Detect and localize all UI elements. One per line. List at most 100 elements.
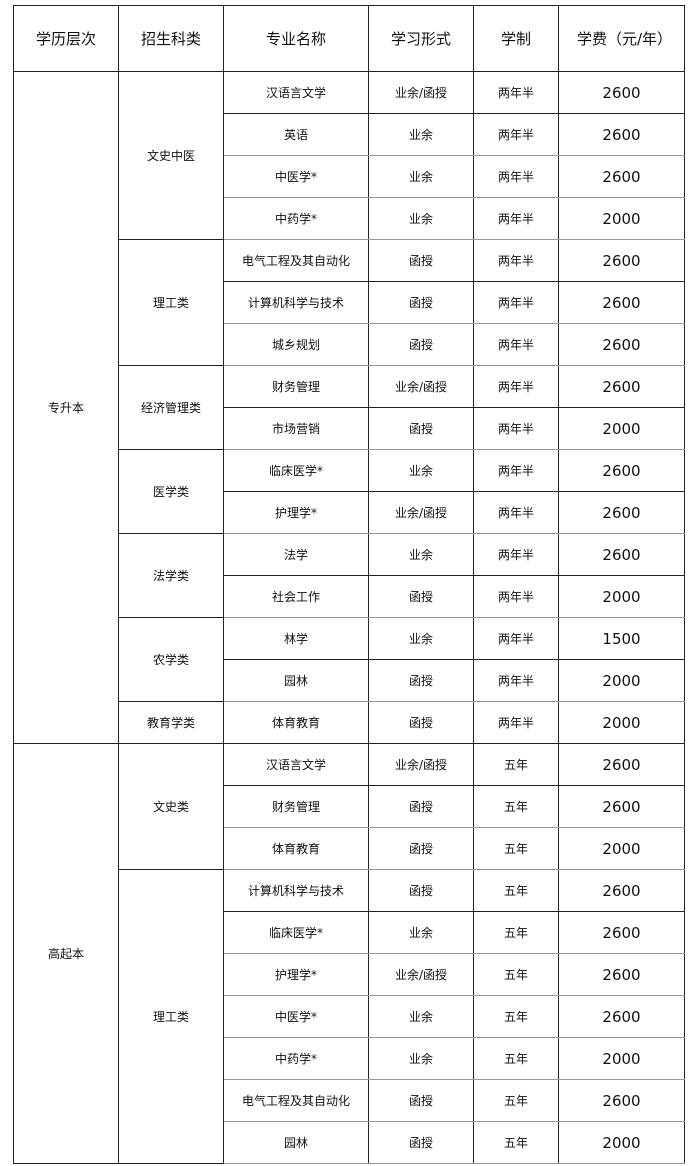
header-row: 学历层次 招生科类 专业名称 学习形式 学制 学费（元/年）	[13, 5, 685, 72]
major-cell: 中药学*	[223, 1037, 369, 1080]
major-cell: 护理学*	[223, 491, 369, 534]
duration-cell: 五年	[473, 827, 559, 870]
study-mode-cell: 函授	[368, 323, 474, 366]
study-mode-cell: 业余	[368, 533, 474, 576]
table-row: 理工类 计算机科学与技术 函授 五年 2600	[14, 869, 685, 1164]
tuition-table: 学历层次 招生科类 专业名称 学习形式 学制 学费（元/年） 专升本 文史中医 汉语…	[13, 5, 685, 1164]
duration-cell: 两年半	[473, 323, 559, 366]
study-mode-cell: 业余	[368, 449, 474, 492]
major-cell: 中药学*	[223, 197, 369, 240]
fee-cell: 2600	[558, 911, 685, 954]
duration-cell: 两年半	[473, 617, 559, 660]
major-cell: 财务管理	[223, 785, 369, 828]
fee-cell: 2600	[558, 785, 685, 828]
table-row: 中医学* 业余 两年半 2600	[14, 155, 685, 198]
category-cell: 文史中医	[118, 71, 224, 240]
fee-cell: 2000	[558, 827, 685, 870]
study-mode-cell: 业余/函授	[368, 71, 474, 114]
header-level: 学历层次	[13, 5, 119, 72]
fee-cell: 2600	[558, 491, 685, 534]
fee-cell: 2600	[558, 239, 685, 282]
header-major: 专业名称	[223, 5, 369, 72]
table-row: 法学类 法学 业余 两年半 2600	[14, 533, 685, 618]
study-mode-cell: 业余/函授	[368, 491, 474, 534]
table-row: 护理学* 业余/函授 五年 2600	[14, 953, 685, 996]
table-row: 电气工程及其自动化 函授 五年 2600	[14, 1079, 685, 1122]
study-mode-cell: 业余	[368, 1037, 474, 1080]
major-cell: 中医学*	[223, 155, 369, 198]
duration-cell: 两年半	[473, 701, 559, 744]
table-row: 中药学* 业余 两年半 2000	[14, 197, 685, 240]
major-cell: 社会工作	[223, 575, 369, 618]
header-mode: 学习形式	[368, 5, 474, 72]
category-cell: 理工类	[118, 869, 224, 1164]
fee-cell: 2600	[558, 155, 685, 198]
table-row: 临床医学* 业余 五年 2600	[14, 911, 685, 954]
major-cell: 护理学*	[223, 953, 369, 996]
duration-cell: 两年半	[473, 281, 559, 324]
fee-cell: 2600	[558, 953, 685, 996]
major-cell: 计算机科学与技术	[223, 869, 369, 912]
study-mode-cell: 函授	[368, 1079, 474, 1122]
category-cell: 理工类	[118, 239, 224, 366]
category-cell: 医学类	[118, 449, 224, 534]
study-mode-cell: 函授	[368, 281, 474, 324]
fee-cell: 2600	[558, 71, 685, 114]
category-cell: 教育学类	[118, 701, 224, 744]
fee-cell: 2000	[558, 197, 685, 240]
study-mode-cell: 函授	[368, 659, 474, 702]
duration-cell: 两年半	[473, 113, 559, 156]
table-row: 社会工作 函授 两年半 2000	[14, 575, 685, 618]
level-cell: 高起本	[13, 743, 119, 1164]
category-cell: 农学类	[118, 617, 224, 702]
study-mode-cell: 函授	[368, 701, 474, 744]
fee-cell: 2600	[558, 281, 685, 324]
study-mode-cell: 业余	[368, 617, 474, 660]
major-cell: 电气工程及其自动化	[223, 1079, 369, 1122]
fee-cell: 2600	[558, 449, 685, 492]
major-cell: 汉语言文学	[223, 71, 369, 114]
duration-cell: 五年	[473, 785, 559, 828]
table-row: 园林 函授 两年半 2000	[14, 659, 685, 702]
major-cell: 园林	[223, 659, 369, 702]
fee-cell: 2600	[558, 113, 685, 156]
header-fee: 学费（元/年）	[558, 5, 685, 72]
major-cell: 中医学*	[223, 995, 369, 1038]
header-category: 招生科类	[118, 5, 224, 72]
duration-cell: 两年半	[473, 659, 559, 702]
duration-cell: 五年	[473, 911, 559, 954]
table-row: 理工类 电气工程及其自动化 函授 两年半 2600	[14, 239, 685, 366]
major-cell: 城乡规划	[223, 323, 369, 366]
duration-cell: 五年	[473, 1037, 559, 1080]
fee-cell: 2600	[558, 743, 685, 786]
study-mode-cell: 函授	[368, 827, 474, 870]
major-cell: 财务管理	[223, 365, 369, 408]
fee-cell: 2600	[558, 365, 685, 408]
duration-cell: 两年半	[473, 71, 559, 114]
study-mode-cell: 函授	[368, 1121, 474, 1164]
major-cell: 汉语言文学	[223, 743, 369, 786]
duration-cell: 两年半	[473, 575, 559, 618]
major-cell: 临床医学*	[223, 911, 369, 954]
study-mode-cell: 业余/函授	[368, 953, 474, 996]
table-row: 经济管理类 财务管理 业余/函授 两年半 2600	[14, 365, 685, 450]
major-cell: 计算机科学与技术	[223, 281, 369, 324]
fee-cell: 2600	[558, 323, 685, 366]
duration-cell: 五年	[473, 1079, 559, 1122]
duration-cell: 五年	[473, 995, 559, 1038]
duration-cell: 两年半	[473, 449, 559, 492]
fee-cell: 2000	[558, 407, 685, 450]
duration-cell: 两年半	[473, 197, 559, 240]
fee-cell: 2600	[558, 995, 685, 1038]
table-row: 计算机科学与技术 函授 两年半 2600	[14, 281, 685, 324]
table-row: 高起本 文史类 汉语言文学 业余/函授 五年 2600	[13, 743, 685, 1164]
study-mode-cell: 函授	[368, 869, 474, 912]
table-row: 中药学* 业余 五年 2000	[14, 1037, 685, 1080]
table-row: 专升本 文史中医 汉语言文学 业余/函授 两年半 2600	[13, 71, 685, 744]
duration-cell: 五年	[473, 869, 559, 912]
duration-cell: 五年	[473, 1121, 559, 1164]
duration-cell: 五年	[473, 743, 559, 786]
major-cell: 电气工程及其自动化	[223, 239, 369, 282]
study-mode-cell: 业余/函授	[368, 743, 474, 786]
fee-cell: 2000	[558, 575, 685, 618]
